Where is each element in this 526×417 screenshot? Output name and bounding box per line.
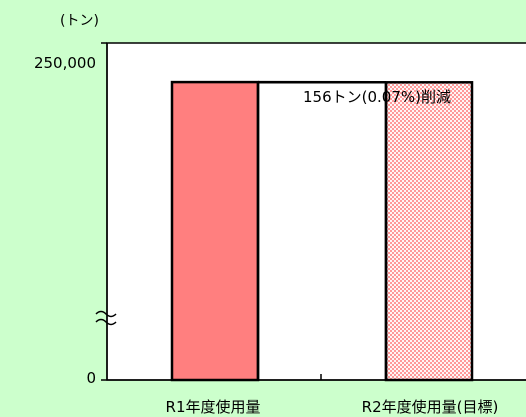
reduction-annotation: 156トン(0.07%)削減 — [303, 88, 451, 106]
y-tick-label-zero: 0 — [86, 369, 96, 387]
y-tick-label-max: 250,000 — [34, 54, 96, 72]
y-unit-label: (トン) — [60, 13, 99, 29]
bar-connector-line — [256, 80, 388, 380]
category-label-r2: R2年度使用量(目標) — [362, 398, 499, 416]
category-label-r1: R1年度使用量 — [166, 398, 261, 416]
axis-break-icon — [95, 310, 117, 326]
bar-r1 — [170, 80, 260, 382]
bar-r2-target — [384, 81, 474, 382]
